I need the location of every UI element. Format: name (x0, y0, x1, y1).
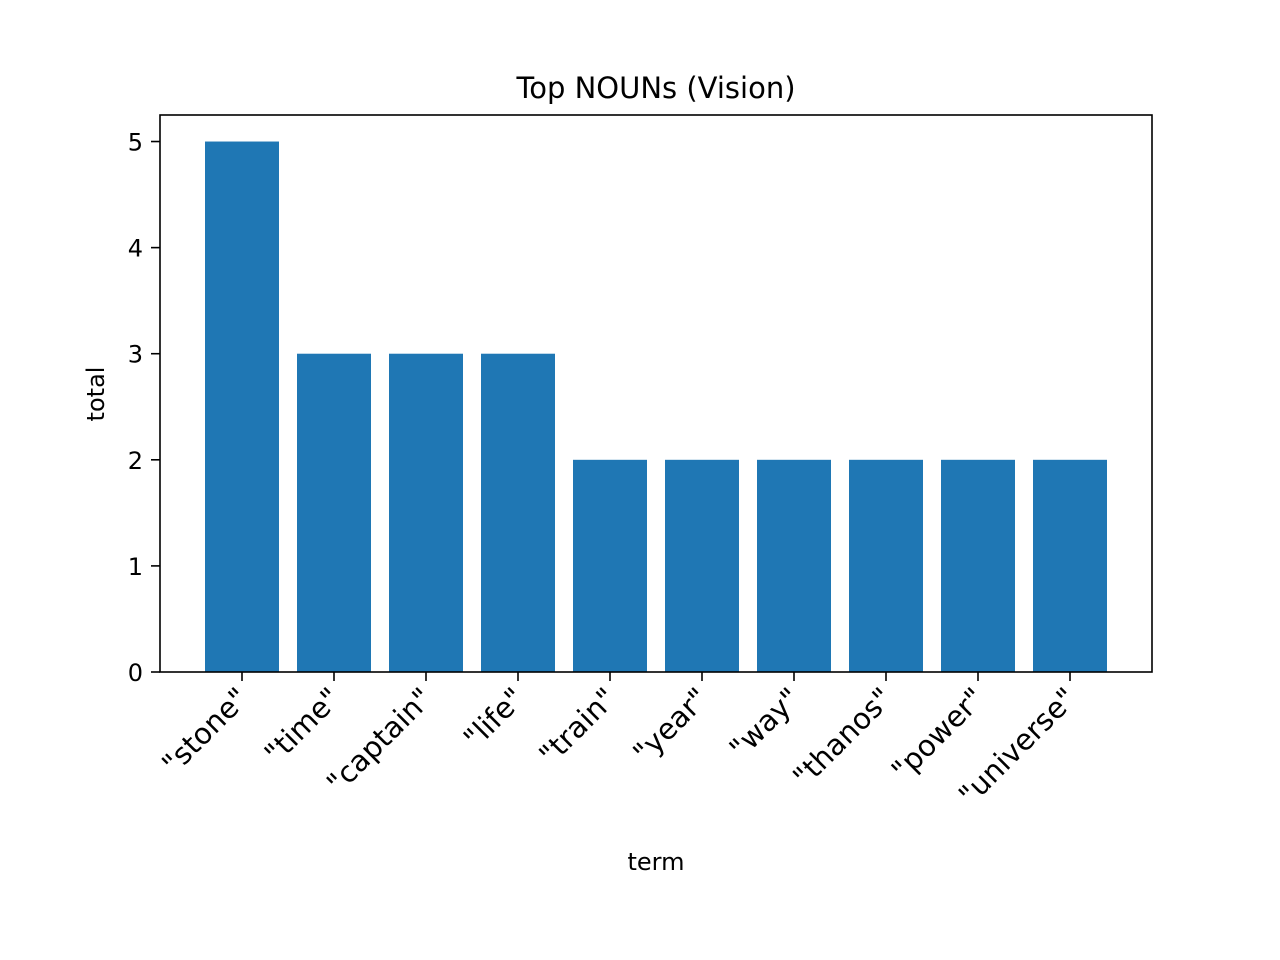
bar (481, 353, 555, 672)
y-tick-label: 0 (128, 659, 143, 687)
y-tick-label: 1 (128, 553, 143, 581)
bar (941, 459, 1015, 672)
y-axis: 0 1 2 3 4 5 (128, 129, 160, 687)
x-axis-label: term (628, 848, 685, 876)
y-tick-label: 4 (128, 235, 143, 263)
bar (1033, 459, 1107, 672)
bar (297, 353, 371, 672)
bar (665, 459, 739, 672)
y-axis-label: total (82, 367, 110, 422)
bars-group (205, 141, 1107, 672)
y-tick-label: 5 (128, 129, 143, 157)
bar (849, 459, 923, 672)
bar (205, 141, 279, 672)
bar (573, 459, 647, 672)
chart-title: Top NOUNs (Vision) (515, 71, 795, 105)
bar (757, 459, 831, 672)
plot-frame (159, 114, 1153, 673)
bar (389, 353, 463, 672)
y-tick-label: 3 (128, 341, 143, 369)
y-tick-label: 2 (128, 447, 143, 475)
